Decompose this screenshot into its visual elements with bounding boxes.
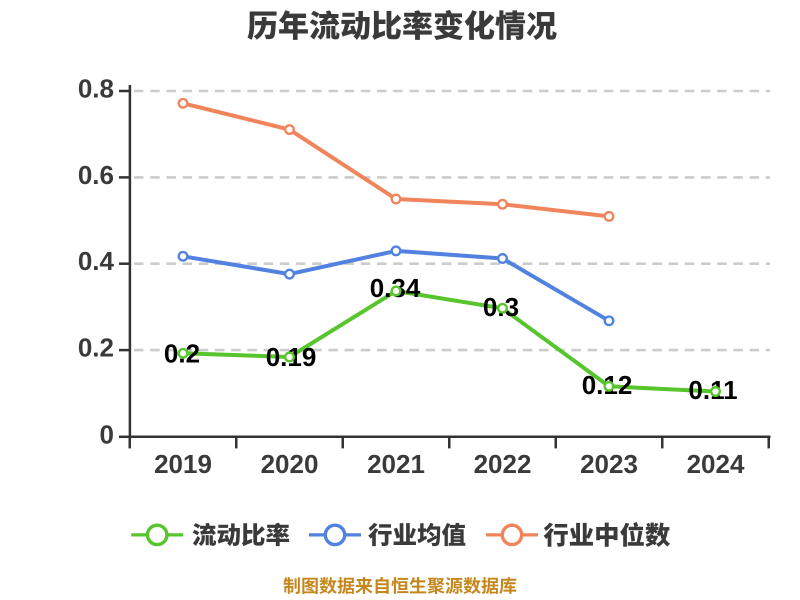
svg-text:0: 0 (100, 419, 114, 449)
svg-text:2024: 2024 (687, 449, 745, 479)
svg-text:2020: 2020 (261, 449, 319, 479)
svg-text:0.6: 0.6 (78, 160, 114, 190)
svg-text:2022: 2022 (474, 449, 532, 479)
svg-text:2021: 2021 (367, 449, 425, 479)
svg-text:0.8: 0.8 (78, 74, 114, 104)
svg-text:2023: 2023 (580, 449, 638, 479)
svg-text:0.4: 0.4 (78, 246, 115, 276)
svg-text:2019: 2019 (154, 449, 212, 479)
svg-text:0.2: 0.2 (78, 333, 114, 363)
